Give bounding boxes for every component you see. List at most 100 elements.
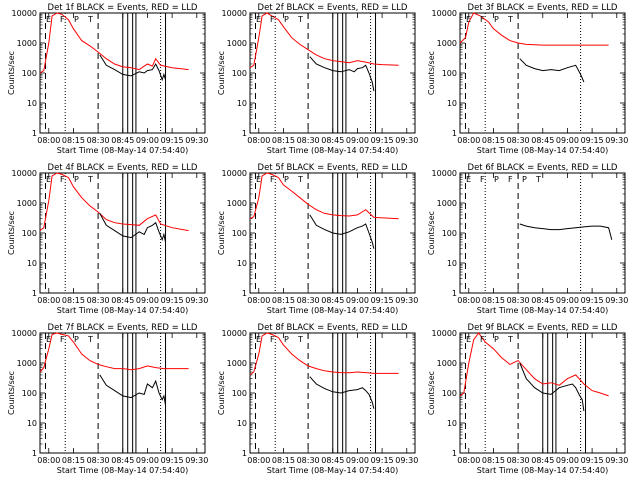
panel-2-xtick-label: 09:15	[371, 136, 394, 145]
panel-8-xtick-label: 08:30	[297, 456, 320, 465]
panel-6-ylabel: Counts/sec	[427, 211, 436, 255]
panel-5-ytick-label: 100	[232, 229, 247, 238]
panel-4-ytick-label: 1000	[17, 199, 37, 208]
panel-8-marker-label: T	[297, 335, 303, 344]
panel-2-xtick-label: 09:00	[346, 136, 369, 145]
panel-1-xtick-label: 08:00	[37, 136, 60, 145]
panel-4-marker-label: T	[87, 175, 93, 184]
panel-1-title: Det 1f BLACK = Events, RED = LLD	[48, 3, 198, 13]
panel-2-xtick-label: 08:15	[272, 136, 295, 145]
panel-1-marker-label: T	[87, 15, 93, 24]
panel-6-xtick-label: 09:00	[556, 296, 579, 305]
panel-4-xlabel: Start Time (08-May-14 07:54:40)	[57, 306, 188, 315]
panel-2-xtick-label: 08:00	[247, 136, 270, 145]
panel-1-ytick-label: 1000	[17, 39, 37, 48]
panel-7-marker-label: T	[87, 335, 93, 344]
panel-7-xlabel: Start Time (08-May-14 07:54:40)	[57, 466, 188, 475]
panel-3-ytick-label: 1	[452, 129, 457, 138]
panel-7-xtick-label: 08:00	[37, 456, 60, 465]
panel-9-xtick-label: 09:00	[556, 456, 579, 465]
panel-6-ytick-label: 1	[452, 289, 457, 298]
panel-9-xtick-label: 08:30	[507, 456, 530, 465]
panel-3-title: Det 3f BLACK = Events, RED = LLD	[468, 3, 618, 13]
panel-9-xtick-label: 09:15	[581, 456, 604, 465]
panel-9-title: Det 9f BLACK = Events, RED = LLD	[468, 323, 618, 333]
panel-5-xtick-label: 08:00	[247, 296, 270, 305]
panel-6-ytick-label: 1000	[437, 199, 457, 208]
panel-3-ytick-label: 10000	[432, 9, 457, 18]
panel-3-xtick-label: 08:00	[457, 136, 480, 145]
panel-9-xtick-label: 08:15	[482, 456, 505, 465]
panel-2-marker-label: E	[256, 15, 261, 24]
panel-1-xtick-label: 08:15	[62, 136, 85, 145]
panel-2-series-lld	[249, 12, 399, 69]
panel-1-marker-label: F	[60, 15, 65, 24]
panel-4-xtick-label: 08:30	[87, 296, 110, 305]
panel-5-xtick-label: 09:00	[346, 296, 369, 305]
panel-5-ytick-label: 10	[237, 259, 247, 268]
panel-1-ytick-label: 10000	[12, 9, 37, 18]
panel-8-ytick-label: 10	[237, 419, 247, 428]
panel-4-ytick-label: 1	[32, 289, 37, 298]
panel-2-ylabel: Counts/sec	[217, 51, 226, 95]
panel-2-ytick-label: 1000	[227, 39, 247, 48]
panel-5-marker-label: E	[256, 175, 261, 184]
panel-1-xtick-label: 09:15	[161, 136, 184, 145]
panel-8-xlabel: Start Time (08-May-14 07:54:40)	[267, 466, 398, 475]
panel-7-ytick-label: 100	[22, 389, 37, 398]
panel-1-marker-label: E	[46, 15, 51, 24]
panel-7-marker-label: F	[60, 335, 65, 344]
panel-1-ytick-label: 10	[27, 99, 37, 108]
panel-1-series-lld	[39, 12, 189, 74]
panel-5-xlabel: Start Time (08-May-14 07:54:40)	[267, 306, 398, 315]
panel-2-marker-label: T	[297, 15, 303, 24]
panel-3-xtick-label: 08:15	[482, 136, 505, 145]
panel-8-xtick-label: 09:15	[371, 456, 394, 465]
panel-2-series-events	[309, 56, 375, 92]
panel-4-marker-label: F	[60, 175, 65, 184]
panel-2-xlabel: Start Time (08-May-14 07:54:40)	[267, 146, 398, 155]
panel-8-ytick-label: 10000	[222, 329, 247, 338]
panel-5-xtick-label: 09:30	[395, 296, 418, 305]
panel-5-marker-label: F	[270, 175, 275, 184]
panel-7-ytick-label: 1000	[17, 359, 37, 368]
panel-6-marker-label: E	[466, 175, 471, 184]
panel-8-xtick-label: 08:45	[321, 456, 344, 465]
panel-8-xtick-label: 09:30	[395, 456, 418, 465]
panel-6-xtick-label: 08:30	[507, 296, 530, 305]
panel-1-xtick-label: 08:30	[87, 136, 110, 145]
panel-8-xtick-label: 09:00	[346, 456, 369, 465]
panel-6-series-events	[519, 223, 613, 240]
panel-4-ytick-label: 10	[27, 259, 37, 268]
panel-5-xtick-label: 08:30	[297, 296, 320, 305]
panel-4-xtick-label: 09:00	[136, 296, 159, 305]
panel-9-series-events	[519, 362, 585, 412]
panel-6-xtick-label: 08:00	[457, 296, 480, 305]
panel-7-xtick-label: 08:45	[111, 456, 134, 465]
panel-6-title: Det 6f BLACK = Events, RED = LLD	[468, 163, 618, 173]
panel-8-series-lld	[249, 332, 399, 376]
panel-4-xtick-label: 08:45	[111, 296, 134, 305]
panel-4-xtick-label: 08:00	[37, 296, 60, 305]
panel-1-ytick-label: 1	[32, 129, 37, 138]
panel-2-xtick-label: 09:30	[395, 136, 418, 145]
panel-7-xtick-label: 09:15	[161, 456, 184, 465]
panel-3-marker-label: E	[466, 15, 471, 24]
panel-4-series-events	[99, 213, 166, 243]
panel-3-ytick-label: 1000	[437, 39, 457, 48]
panel-9-marker-label: P	[494, 335, 499, 344]
panel-6-ytick-label: 10	[447, 259, 457, 268]
panel-8-marker-label: F	[270, 335, 275, 344]
panel-2-marker-label: F	[270, 15, 275, 24]
panel-4-xtick-label: 09:30	[185, 296, 208, 305]
panel-7-ytick-label: 10000	[12, 329, 37, 338]
panel-3-ylabel: Counts/sec	[427, 51, 436, 95]
panel-8-title: Det 8f BLACK = Events, RED = LLD	[258, 323, 408, 333]
panel-9-ytick-label: 10	[447, 419, 457, 428]
panel-7-title: Det 7f BLACK = Events, RED = LLD	[48, 323, 198, 333]
panel-3-series-events	[519, 58, 585, 83]
panel-8-ytick-label: 1000	[227, 359, 247, 368]
panel-5-xtick-label: 08:45	[321, 296, 344, 305]
panel-6-marker-label: T	[535, 175, 541, 184]
panel-1-xtick-label: 09:30	[185, 136, 208, 145]
